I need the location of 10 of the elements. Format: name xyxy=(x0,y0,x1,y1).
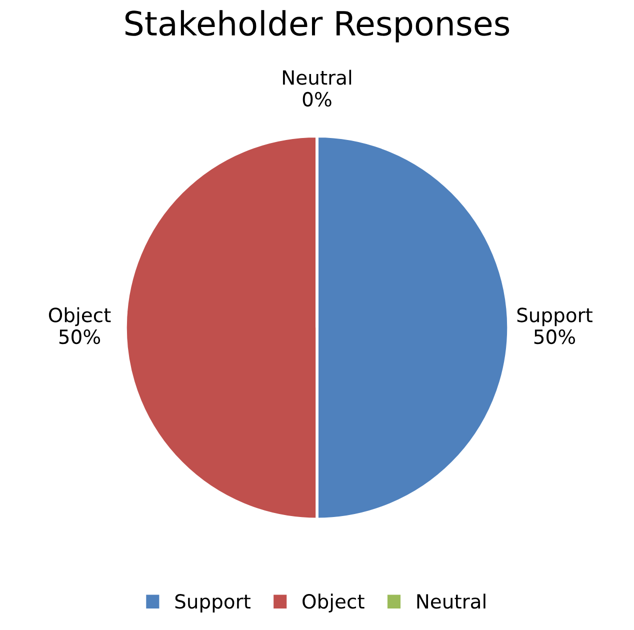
data-label: 50% xyxy=(534,329,576,344)
slice-label: Support xyxy=(517,308,592,326)
category-label: Neutral xyxy=(283,70,352,85)
legend-label: Support xyxy=(175,594,250,612)
data-label: 50% xyxy=(59,329,100,344)
legend-label: Object xyxy=(302,594,364,612)
text: 0% xyxy=(302,92,332,107)
chart-title: Stakeholder Responses xyxy=(125,10,510,42)
legend-label: Neutral xyxy=(417,594,486,609)
slice-label: Object xyxy=(48,307,111,326)
